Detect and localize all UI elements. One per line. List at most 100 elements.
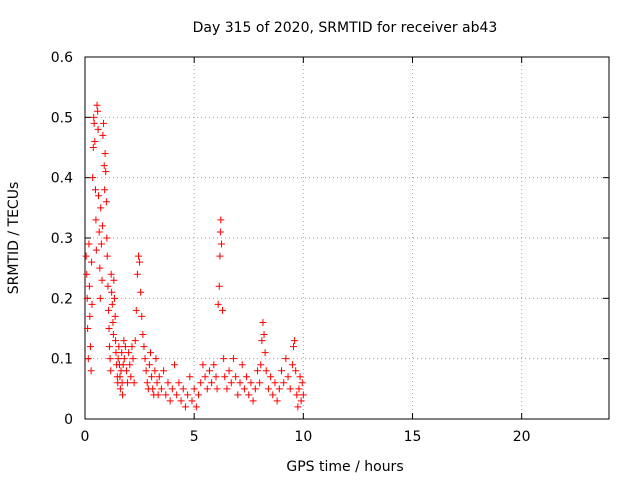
data-point [256,379,264,387]
data-point [295,385,303,393]
data-point [199,361,207,369]
data-point [261,349,269,357]
data-point [119,391,127,399]
data-point [108,288,116,296]
data-point [286,385,294,393]
data-point [87,367,95,375]
y-tick-label: 0 [64,412,73,428]
data-point [95,228,103,236]
data-point [195,391,203,399]
y-tick-label: 0.6 [51,50,73,66]
data-point [271,379,279,387]
data-point [126,361,134,369]
data-point [88,300,96,308]
data-point [190,385,198,393]
data-point [90,113,98,121]
data-point [151,367,159,375]
data-point [86,312,94,320]
data-point [219,306,227,314]
data-point [260,331,268,339]
data-point [236,379,244,387]
data-point [106,355,114,363]
data-point [220,355,228,363]
data-point [216,228,224,236]
data-point [264,385,272,393]
x-axis-label: GPS time / hours [286,459,403,475]
data-point [127,373,135,381]
data-point [139,331,147,339]
data-point [101,186,109,194]
data-point [166,397,174,405]
data-point [130,379,138,387]
data-point [223,385,231,393]
data-point [90,119,98,127]
data-point [148,373,156,381]
data-point [280,379,288,387]
data-point [227,379,235,387]
data-point [278,367,285,375]
data-point [197,379,205,387]
data-point [116,373,124,381]
data-point [217,216,225,224]
data-point [93,101,101,109]
data-point [116,385,124,393]
data-point [213,385,221,393]
data-point [171,361,179,369]
data-point [141,355,149,363]
data-point [299,391,307,399]
data-point [177,397,185,405]
data-point [136,258,144,266]
data-point [238,361,246,369]
data-point [140,343,148,351]
data-point [112,337,120,345]
data-point [273,397,281,405]
x-tick-label: 5 [190,429,199,445]
data-point [157,385,165,393]
y-tick-label: 0.3 [51,231,73,247]
data-point [105,325,113,332]
data-point [94,107,102,115]
data-point [240,385,248,393]
data-point [109,318,117,326]
data-point [108,300,116,308]
data-points [82,101,307,411]
data-point [124,379,132,387]
data-point [147,349,154,357]
data-point [205,367,213,375]
data-point [234,391,242,399]
data-point [83,294,91,302]
y-tick-label: 0.1 [51,352,73,368]
data-point [292,367,300,375]
data-point [107,270,115,278]
data-point [225,367,233,375]
data-point [91,137,99,145]
y-axis-label: SRMTID / TECUs [6,182,22,295]
gridlines [85,57,609,419]
y-tick-label: 0.2 [51,291,73,307]
data-point [110,294,118,302]
data-point [103,252,111,260]
data-point [134,252,142,260]
data-point [247,379,255,387]
data-point [243,373,251,381]
data-point [138,312,146,320]
data-point [91,186,99,194]
data-point [88,258,96,266]
data-point [154,391,162,399]
chart-title: Day 315 of 2020, SRMTID for receiver ab4… [193,20,498,36]
data-point [98,276,106,284]
data-point [269,391,277,399]
data-point [216,252,224,260]
data-point [121,343,129,351]
data-point [133,270,141,278]
data-point [107,367,115,375]
data-point [122,367,130,375]
data-point [97,240,105,248]
data-point [142,367,150,375]
data-point [89,144,97,151]
data-point [86,343,94,351]
data-point [97,204,105,212]
data-point [103,234,111,242]
data-point [288,361,296,369]
